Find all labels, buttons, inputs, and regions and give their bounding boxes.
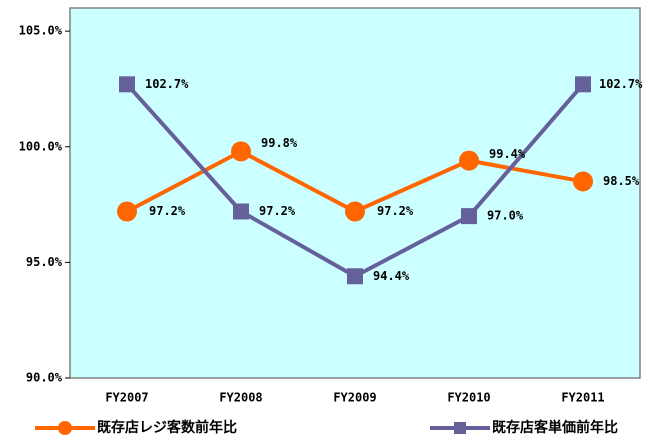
- data-label: 102.7%: [145, 77, 189, 91]
- x-tick-label: FY2009: [333, 391, 376, 405]
- point: [573, 171, 593, 192]
- point: [345, 201, 365, 222]
- plot-area: [69, 7, 641, 379]
- data-label: 94.4%: [373, 269, 410, 283]
- y-tick-label: 90.0%: [26, 371, 63, 385]
- data-label: 97.2%: [259, 204, 296, 218]
- point: [461, 208, 477, 225]
- data-label: 97.2%: [377, 204, 414, 218]
- y-tick-label: 100.0%: [19, 139, 63, 153]
- legend: 既存店レジ客数前年比 既存店客単価前年比: [35, 419, 618, 436]
- legend-label: 既存店客単価前年比: [492, 419, 618, 436]
- data-label: 99.4%: [489, 147, 526, 161]
- x-tick-label: FY2008: [219, 391, 262, 405]
- x-tick-label: FY2007: [105, 391, 148, 405]
- data-label: 102.7%: [599, 77, 643, 91]
- point: [575, 76, 591, 93]
- point: [233, 203, 249, 220]
- data-label: 97.2%: [149, 204, 186, 218]
- point: [459, 150, 479, 171]
- data-label: 98.5%: [603, 174, 640, 188]
- x-tick-label: FY2011: [561, 391, 604, 405]
- x-tick-label: FY2010: [447, 391, 490, 405]
- y-tick-label: 105.0%: [19, 24, 63, 38]
- legend-marker: [454, 422, 466, 434]
- point: [117, 201, 137, 222]
- point: [347, 268, 363, 285]
- point: [119, 76, 135, 93]
- point: [231, 141, 251, 162]
- data-label: 99.8%: [261, 136, 298, 150]
- legend-marker: [58, 421, 72, 435]
- y-tick-label: 95.0%: [26, 255, 63, 269]
- legend-label: 既存店レジ客数前年比: [97, 419, 237, 436]
- data-label: 97.0%: [487, 209, 524, 223]
